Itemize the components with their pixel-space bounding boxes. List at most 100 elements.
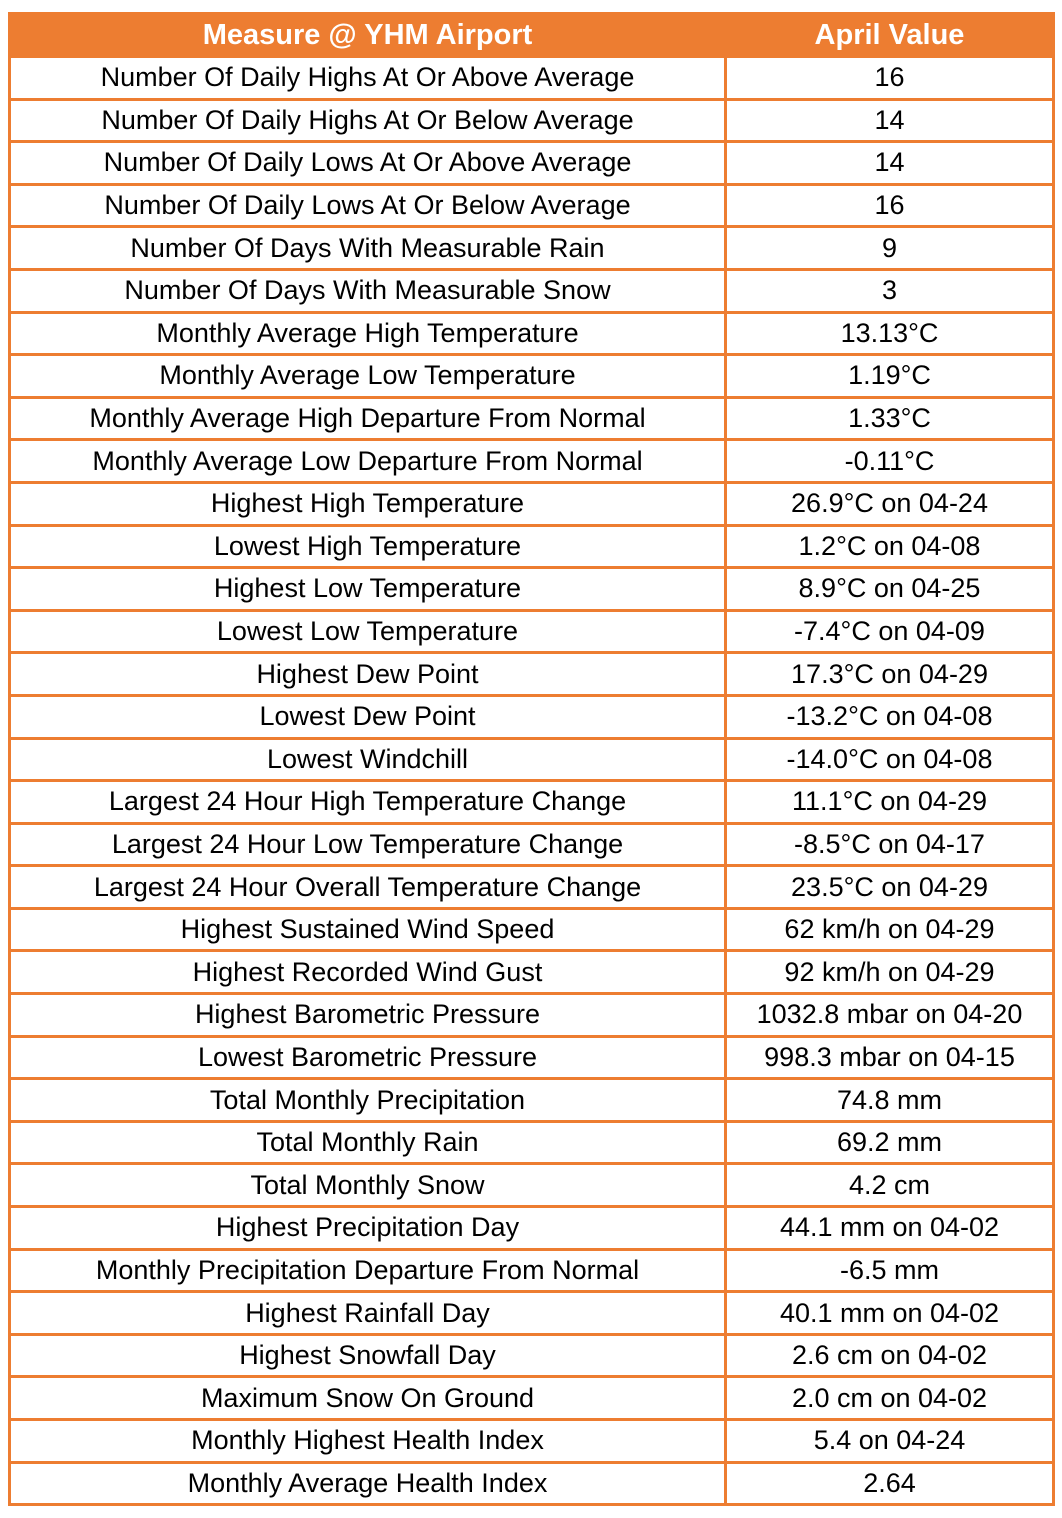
measures-table-body: Number Of Daily Highs At Or Above Averag…	[8, 55, 1055, 1507]
value-cell: 4.2 cm	[724, 1162, 1055, 1209]
measure-cell: Monthly Average High Departure From Norm…	[8, 395, 727, 442]
column-header-measure: Measure @ YHM Airport	[8, 12, 727, 58]
table-row: Total Monthly Precipitation 74.8 mm	[8, 1077, 1055, 1123]
table-row: Lowest Barometric Pressure 998.3 mbar on …	[8, 1034, 1055, 1081]
value-cell: 5.4 on 04-24	[724, 1418, 1055, 1464]
measure-cell: Maximum Snow On Ground	[8, 1375, 727, 1421]
table-row: Largest 24 Hour Overall Temperature Chan…	[8, 864, 1055, 910]
table-row: Largest 24 Hour High Temperature Change 1…	[8, 779, 1055, 825]
table-row: Highest Rainfall Day 40.1 mm on 04-02	[8, 1290, 1055, 1336]
value-cell: -8.5°C on 04-17	[724, 821, 1055, 868]
value-cell: 998.3 mbar on 04-15	[724, 1034, 1055, 1081]
table-row: Monthly Highest Health Index 5.4 on 04-24	[8, 1418, 1055, 1464]
measure-cell: Largest 24 Hour Low Temperature Change	[8, 821, 727, 868]
value-cell: 8.9°C on 04-25	[724, 566, 1055, 612]
table-row: Highest Sustained Wind Speed 62 km/h on 0…	[8, 906, 1055, 953]
value-cell: 44.1 mm on 04-02	[724, 1205, 1055, 1251]
measure-cell: Lowest Barometric Pressure	[8, 1034, 727, 1081]
value-cell: 92 km/h on 04-29	[724, 949, 1055, 996]
measure-cell: Total Monthly Snow	[8, 1162, 727, 1209]
value-cell: -0.11°C	[724, 438, 1055, 484]
value-cell: 16	[724, 182, 1055, 229]
table-row: Highest Dew Point 17.3°C on 04-29	[8, 651, 1055, 697]
value-cell: 62 km/h on 04-29	[724, 906, 1055, 953]
measure-cell: Monthly Average Low Temperature	[8, 353, 727, 399]
measure-cell: Lowest Low Temperature	[8, 608, 727, 655]
measure-cell: Highest Precipitation Day	[8, 1205, 727, 1251]
measure-cell: Number Of Days With Measurable Snow	[8, 267, 727, 314]
measure-cell: Total Monthly Precipitation	[8, 1077, 727, 1123]
table-row: Total Monthly Snow 4.2 cm	[8, 1162, 1055, 1209]
table-row: Highest Recorded Wind Gust 92 km/h on 04-…	[8, 949, 1055, 996]
value-cell: 26.9°C on 04-24	[724, 480, 1055, 527]
measure-cell: Number Of Daily Highs At Or Above Averag…	[8, 55, 727, 101]
measure-cell: Highest Recorded Wind Gust	[8, 949, 727, 996]
measure-cell: Highest Rainfall Day	[8, 1290, 727, 1336]
measure-cell: Number Of Days With Measurable Rain	[8, 225, 727, 271]
value-cell: 13.13°C	[724, 310, 1055, 357]
table-row: Number Of Daily Lows At Or Above Average…	[8, 140, 1055, 186]
value-cell: 16	[724, 55, 1055, 101]
measure-cell: Lowest Dew Point	[8, 693, 727, 740]
table-row: Total Monthly Rain 69.2 mm	[8, 1119, 1055, 1166]
measure-cell: Highest Dew Point	[8, 651, 727, 697]
measure-cell: Highest Sustained Wind Speed	[8, 906, 727, 953]
value-cell: 23.5°C on 04-29	[724, 864, 1055, 910]
table-row: Number Of Daily Highs At Or Above Averag…	[8, 55, 1055, 101]
table-row: Number Of Days With Measurable Rain 9	[8, 225, 1055, 271]
table-row: Largest 24 Hour Low Temperature Change -8…	[8, 821, 1055, 868]
weather-measures-table: Measure @ YHM Airport April Value Number…	[8, 12, 1055, 1507]
table-row: Highest Barometric Pressure 1032.8 mbar o…	[8, 992, 1055, 1038]
measure-cell: Total Monthly Rain	[8, 1119, 727, 1166]
table-header: Measure @ YHM Airport April Value	[8, 12, 1055, 58]
measure-cell: Highest Low Temperature	[8, 566, 727, 612]
value-cell: 2.0 cm on 04-02	[724, 1375, 1055, 1421]
measure-cell: Lowest High Temperature	[8, 523, 727, 570]
table-row: Monthly Average High Departure From Norm…	[8, 395, 1055, 442]
measure-cell: Monthly Average Low Departure From Norma…	[8, 438, 727, 484]
value-cell: 14	[724, 140, 1055, 186]
value-cell: -7.4°C on 04-09	[724, 608, 1055, 655]
table-row: Highest Low Temperature 8.9°C on 04-25	[8, 566, 1055, 612]
table-row: Maximum Snow On Ground 2.0 cm on 04-02	[8, 1375, 1055, 1421]
value-cell: 40.1 mm on 04-02	[724, 1290, 1055, 1336]
column-header-april-value: April Value	[724, 12, 1055, 58]
value-cell: 1032.8 mbar on 04-20	[724, 992, 1055, 1038]
measure-cell: Highest Barometric Pressure	[8, 992, 727, 1038]
value-cell: 11.1°C on 04-29	[724, 779, 1055, 825]
table-row: Lowest Low Temperature -7.4°C on 04-09	[8, 608, 1055, 655]
table-row: Lowest Dew Point -13.2°C on 04-08	[8, 693, 1055, 740]
table-row: Monthly Average High Temperature 13.13°C	[8, 310, 1055, 357]
table-row: Monthly Average Low Departure From Norma…	[8, 438, 1055, 484]
measure-cell: Number Of Daily Lows At Or Above Average	[8, 140, 727, 186]
measure-cell: Number Of Daily Highs At Or Below Averag…	[8, 97, 727, 144]
value-cell: -14.0°C on 04-08	[724, 736, 1055, 783]
header-row: Measure @ YHM Airport April Value	[8, 12, 1055, 58]
value-cell: 2.6 cm on 04-02	[724, 1332, 1055, 1379]
value-cell: 69.2 mm	[724, 1119, 1055, 1166]
table-row: Number Of Daily Highs At Or Below Averag…	[8, 97, 1055, 144]
value-cell: -13.2°C on 04-08	[724, 693, 1055, 740]
measure-cell: Lowest Windchill	[8, 736, 727, 783]
table-row: Monthly Average Low Temperature 1.19°C	[8, 353, 1055, 399]
table-row: Highest High Temperature 26.9°C on 04-24	[8, 480, 1055, 527]
table-row: Lowest High Temperature 1.2°C on 04-08	[8, 523, 1055, 570]
table-row: Number Of Days With Measurable Snow 3	[8, 267, 1055, 314]
measure-cell: Monthly Average High Temperature	[8, 310, 727, 357]
value-cell: 1.33°C	[724, 395, 1055, 442]
table-row: Highest Precipitation Day 44.1 mm on 04-0…	[8, 1205, 1055, 1251]
value-cell: 2.64	[724, 1460, 1055, 1507]
value-cell: 3	[724, 267, 1055, 314]
measure-cell: Largest 24 Hour Overall Temperature Chan…	[8, 864, 727, 910]
value-cell: -6.5 mm	[724, 1247, 1055, 1294]
measure-cell: Highest Snowfall Day	[8, 1332, 727, 1379]
value-cell: 74.8 mm	[724, 1077, 1055, 1123]
value-cell: 14	[724, 97, 1055, 144]
measure-cell: Monthly Precipitation Departure From Nor…	[8, 1247, 727, 1294]
table-row: Number Of Daily Lows At Or Below Average…	[8, 182, 1055, 229]
table-row: Highest Snowfall Day 2.6 cm on 04-02	[8, 1332, 1055, 1379]
measure-cell: Monthly Average Health Index	[8, 1460, 727, 1507]
measure-cell: Number Of Daily Lows At Or Below Average	[8, 182, 727, 229]
table-row: Monthly Precipitation Departure From Nor…	[8, 1247, 1055, 1294]
